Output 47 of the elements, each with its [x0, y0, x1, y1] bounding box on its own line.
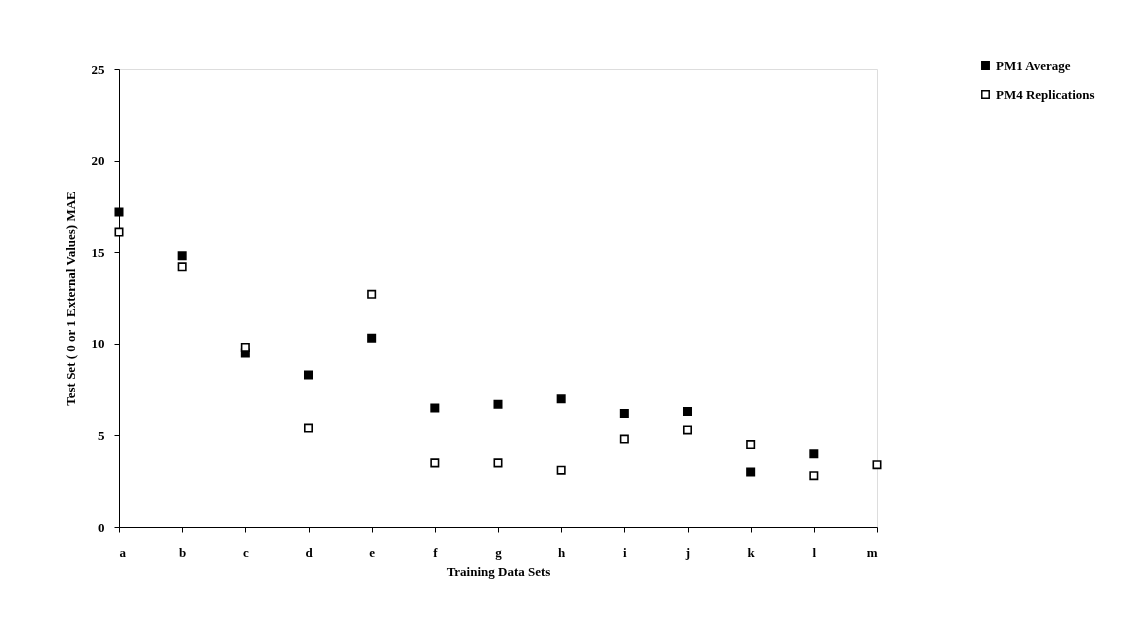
point — [367, 289, 377, 299]
point — [809, 471, 819, 481]
point — [303, 423, 314, 433]
x-tick-label: k — [747, 544, 756, 560]
point — [872, 460, 882, 470]
y-tick-label: 25 — [91, 61, 105, 77]
point — [303, 370, 314, 380]
y-tick-label: 20 — [91, 153, 105, 169]
point — [430, 458, 440, 468]
point — [177, 251, 187, 261]
point — [240, 342, 250, 352]
x-tick-label: g — [495, 544, 503, 560]
point — [556, 394, 566, 404]
x-tick-label: j — [684, 544, 691, 560]
x-tick-label: b — [179, 544, 187, 560]
x-tick-label: d — [305, 544, 314, 560]
x-tick-label: m — [866, 544, 878, 560]
point — [430, 403, 440, 413]
y-tick-label: 10 — [91, 336, 105, 352]
point — [114, 227, 124, 237]
point — [493, 399, 503, 409]
point — [682, 425, 693, 435]
point — [746, 467, 756, 477]
point — [493, 458, 503, 468]
legend-label: PM4 Replications — [996, 86, 1095, 102]
point — [619, 408, 629, 418]
x-tick-label: l — [812, 544, 817, 560]
x-axis-title: Training Data Sets — [446, 563, 551, 579]
x-tick-label: f — [433, 544, 439, 560]
x-tick-label: h — [558, 544, 567, 560]
point — [367, 333, 377, 343]
point — [619, 434, 629, 444]
y-tick-label: 15 — [91, 244, 105, 260]
x-tick-label: i — [623, 544, 628, 560]
point — [682, 407, 693, 417]
y-tick-label: 0 — [98, 519, 105, 535]
point — [809, 449, 819, 459]
point — [114, 207, 124, 217]
legend-label: PM1 Average — [996, 57, 1071, 73]
x-tick-label: c — [242, 544, 249, 560]
y-tick-label: 5 — [98, 427, 105, 443]
point — [177, 262, 187, 272]
x-tick-label: a — [119, 544, 127, 560]
x-tick-label: e — [369, 544, 376, 560]
point — [746, 440, 756, 450]
point — [556, 465, 566, 475]
y-axis-title: Test Set ( 0 or 1 External Values) MAE — [62, 191, 78, 406]
